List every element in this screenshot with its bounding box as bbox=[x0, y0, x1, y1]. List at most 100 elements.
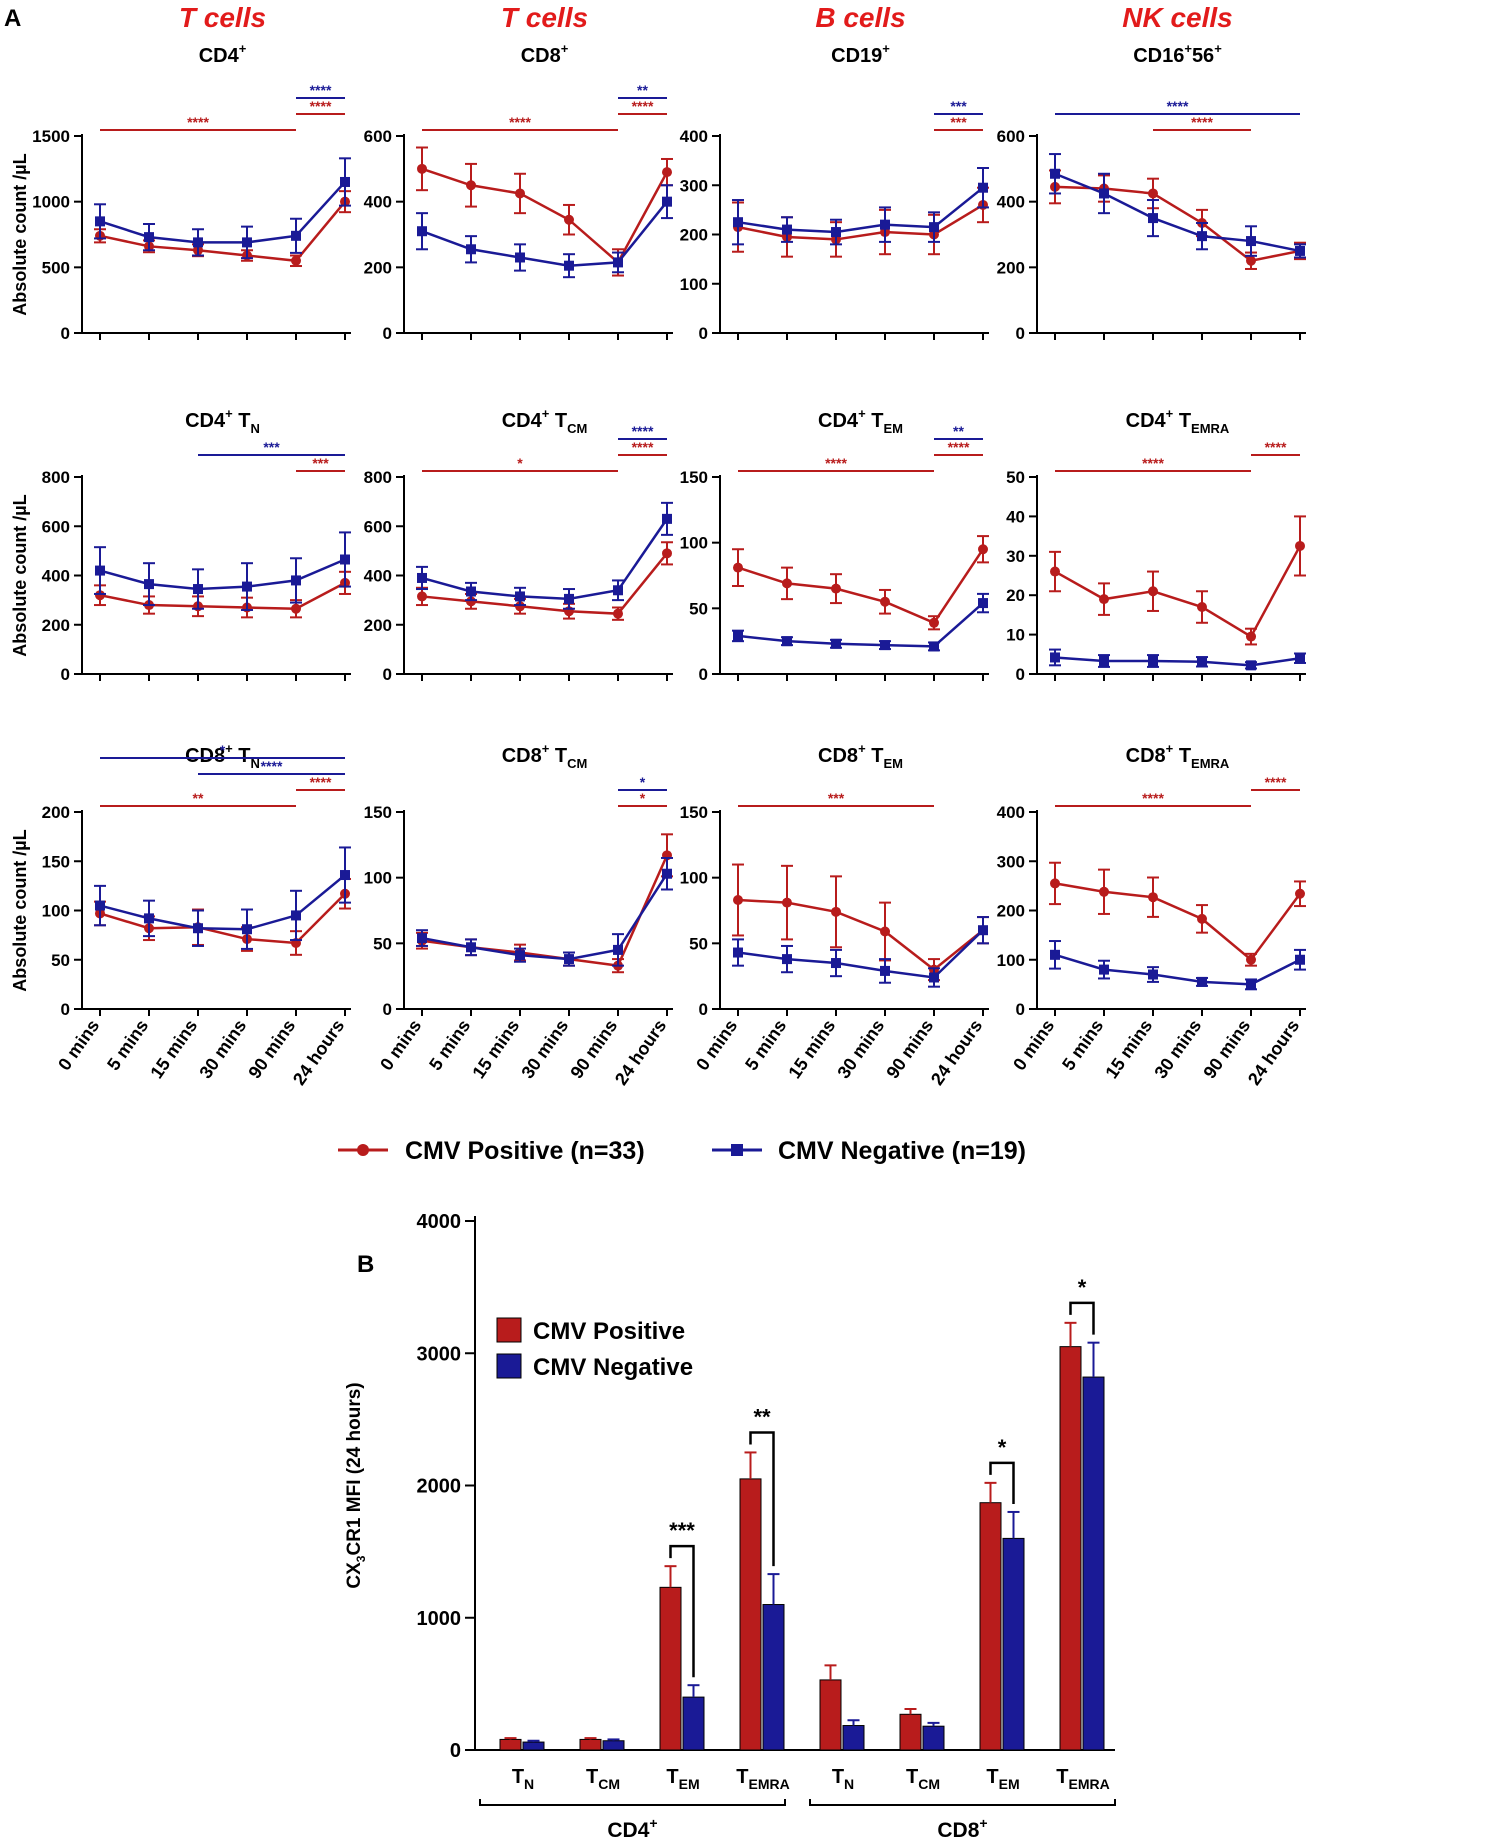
significance-label: *** bbox=[312, 455, 329, 471]
x-tick-label: 15 mins bbox=[146, 1016, 201, 1082]
data-point-negative bbox=[831, 638, 841, 649]
title-main: CD16 bbox=[1133, 45, 1184, 67]
series-line-positive bbox=[421, 552, 668, 615]
bar-positive bbox=[899, 1713, 922, 1751]
series-line-negative bbox=[421, 518, 669, 601]
tick-main: T bbox=[586, 1766, 598, 1788]
ylabel-sub: 3 bbox=[354, 1555, 368, 1562]
data-point-negative bbox=[880, 219, 890, 230]
ylabel-part: CX bbox=[344, 1562, 365, 1589]
data-point-negative bbox=[1197, 231, 1207, 242]
data-point-negative bbox=[613, 585, 623, 596]
y-tick-label: 300 bbox=[997, 852, 1025, 871]
data-point-negative bbox=[1050, 652, 1060, 663]
tick-sub: EMRA bbox=[1068, 1776, 1109, 1792]
data-point-negative bbox=[515, 950, 525, 961]
y-tick-label: 600 bbox=[364, 127, 392, 146]
data-point-positive bbox=[1295, 540, 1305, 551]
data-point-positive bbox=[1197, 913, 1207, 924]
chart-title: CD8+ TN bbox=[185, 741, 260, 771]
x-tick-label: TEM bbox=[666, 1766, 699, 1792]
significance-label: **** bbox=[825, 455, 847, 471]
data-point-positive bbox=[880, 926, 890, 937]
cell-type-header: T cells bbox=[179, 2, 266, 33]
y-tick-label: 400 bbox=[997, 193, 1025, 212]
series-line-positive bbox=[737, 548, 985, 625]
data-point-negative bbox=[1295, 954, 1305, 965]
data-point-negative bbox=[515, 252, 525, 263]
significance-label: **** bbox=[632, 439, 654, 455]
series-line-negative bbox=[99, 558, 346, 591]
title-sup: + bbox=[858, 406, 866, 421]
y-tick-label: 400 bbox=[364, 567, 392, 586]
group-label: CD4+ bbox=[607, 1815, 657, 1842]
data-point-positive bbox=[1099, 594, 1109, 605]
title-main: CD4 bbox=[502, 410, 543, 432]
data-point-negative bbox=[193, 584, 203, 595]
data-point-positive bbox=[782, 578, 792, 589]
x-tick-label: 0 mins bbox=[54, 1016, 103, 1074]
y-tick-label: 0 bbox=[61, 665, 70, 684]
data-point-negative bbox=[929, 222, 939, 233]
title-t: T bbox=[549, 410, 567, 432]
significance-label: * bbox=[517, 455, 523, 471]
y-tick-label: 100 bbox=[997, 951, 1025, 970]
title-t: T bbox=[233, 410, 251, 432]
y-tick-label: 3000 bbox=[417, 1343, 462, 1365]
data-point-negative bbox=[1197, 976, 1207, 987]
y-axis-label: Absolute count /µL bbox=[10, 829, 30, 991]
legend-positive-marker bbox=[357, 1144, 369, 1156]
data-point-positive bbox=[1148, 188, 1158, 199]
title-t: T bbox=[1173, 410, 1191, 432]
tick-sub: EMRA bbox=[748, 1776, 789, 1792]
y-tick-label: 0 bbox=[383, 1000, 392, 1019]
data-point-negative bbox=[95, 900, 105, 911]
chart-title: CD4+ TN bbox=[185, 406, 260, 436]
bar-negative bbox=[922, 1725, 945, 1751]
title-sup: + bbox=[225, 406, 233, 421]
y-tick-label: 40 bbox=[1006, 507, 1025, 526]
legend-b-positive-label: CMV Positive bbox=[533, 1318, 685, 1345]
series-line-negative bbox=[421, 873, 669, 961]
x-tick-label: 5 mins bbox=[1058, 1016, 1107, 1074]
data-point-negative bbox=[1099, 964, 1109, 975]
data-point-positive bbox=[417, 591, 427, 602]
y-tick-label: 1500 bbox=[32, 127, 70, 146]
significance-label: **** bbox=[509, 114, 531, 130]
y-tick-label: 100 bbox=[680, 869, 708, 888]
cell-type-header: NK cells bbox=[1122, 2, 1233, 33]
y-tick-label: 150 bbox=[364, 803, 392, 822]
data-point-positive bbox=[1246, 631, 1256, 642]
data-point-negative bbox=[782, 954, 792, 965]
significance-label: **** bbox=[1191, 114, 1213, 130]
bar-positive bbox=[499, 1738, 522, 1751]
y-tick-label: 0 bbox=[1016, 665, 1025, 684]
y-tick-label: 0 bbox=[699, 665, 708, 684]
significance-label: ** bbox=[637, 82, 648, 98]
data-point-negative bbox=[782, 636, 792, 647]
x-tick-label: TCM bbox=[906, 1766, 940, 1792]
y-tick-label: 50 bbox=[373, 934, 392, 953]
title-sup-2: + bbox=[1214, 41, 1222, 56]
significance-label: **** bbox=[1142, 455, 1164, 471]
legend-negative-marker bbox=[731, 1144, 743, 1156]
series-line-positive bbox=[99, 200, 346, 263]
title-main: CD4 bbox=[1126, 410, 1167, 432]
title-main: CD8 bbox=[521, 45, 561, 67]
chart-title: CD4+ TEM bbox=[818, 406, 903, 436]
data-point-negative bbox=[1050, 168, 1060, 179]
title-sup: + bbox=[882, 41, 890, 56]
series-line-negative bbox=[737, 602, 984, 648]
significance-label: ** bbox=[953, 423, 964, 439]
title-sup: + bbox=[542, 741, 550, 756]
y-tick-label: 200 bbox=[997, 258, 1025, 277]
tick-main: T bbox=[512, 1766, 524, 1788]
data-point-positive bbox=[1246, 954, 1256, 965]
data-point-positive bbox=[1197, 602, 1207, 613]
y-tick-label: 300 bbox=[680, 176, 708, 195]
data-point-positive bbox=[1050, 878, 1060, 889]
cell-type-header: T cells bbox=[501, 2, 588, 33]
y-tick-label: 800 bbox=[364, 468, 392, 487]
